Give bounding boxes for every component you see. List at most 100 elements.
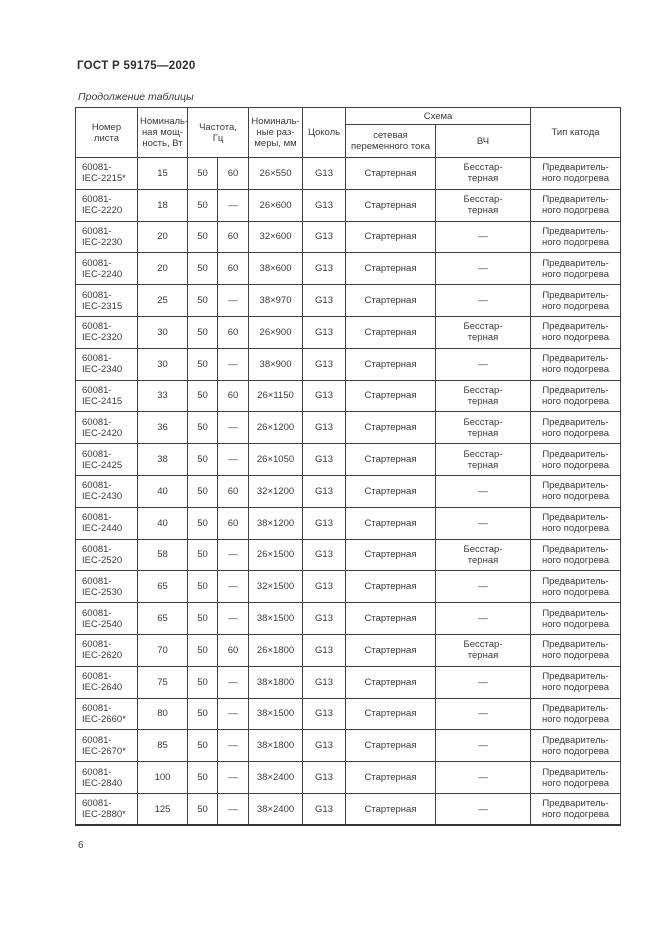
cell-cap: G13: [302, 792, 347, 826]
cell-cap: G13: [302, 474, 347, 508]
cell-scheme-hf: —: [435, 729, 532, 763]
cell-freq-50: 50: [187, 411, 218, 445]
table-row: 60081- IEC-2340 30 50—38×900 G13 Стартерная —…: [75, 347, 622, 381]
cell-sheet-number: 60081- IEC-2840: [75, 761, 138, 794]
cell-scheme-hf: Бесстар- терная: [435, 188, 532, 222]
cell-dimensions: 26×550: [248, 157, 304, 190]
table-row: 60081- IEC-2880* 125 50—38×2400 G13 Стартерн…: [75, 792, 622, 826]
cell-power: 40: [137, 506, 188, 540]
cell-freq-60: 60: [216, 379, 250, 413]
cell-freq-60: —: [216, 411, 250, 445]
cell-cap: G13: [302, 379, 347, 413]
cell-power: 38: [137, 443, 188, 476]
cell-scheme-hf: —: [435, 761, 532, 794]
cell-sheet-number: 60081- IEC-2440: [75, 506, 138, 540]
cell-cap: G13: [302, 347, 347, 381]
table-row: 60081- IEC-2425 38 50—26×1050 G13 Стартерная…: [75, 443, 622, 476]
cell-dimensions: 32×1200: [248, 474, 304, 508]
cell-sheet-number: 60081- IEC-2315: [75, 284, 138, 317]
cell-sheet-number: 60081- IEC-2240: [75, 252, 138, 286]
col-header-cap: Цоколь: [302, 107, 347, 158]
cell-freq-60: 60: [216, 157, 250, 190]
cell-cap: G13: [302, 729, 347, 763]
cell-dimensions: 38×1800: [248, 729, 304, 763]
cell-power: 33: [137, 379, 188, 413]
cell-dimensions: 38×1500: [248, 697, 304, 731]
cell-scheme-hf: —: [435, 602, 532, 635]
cell-scheme-mains: Стартерная: [345, 538, 437, 572]
cell-dimensions: 38×1200: [248, 506, 304, 540]
cell-cathode-type: Предваритель- ного подогрева: [530, 474, 622, 508]
cell-cathode-type: Предваритель- ного подогрева: [530, 284, 622, 317]
cell-cathode-type: Предваритель- ного подогрева: [530, 538, 622, 572]
col-header-sheet-number: Номер листа: [75, 107, 138, 158]
cell-cathode-type: Предваритель- ного подогрева: [530, 379, 622, 413]
cell-power: 20: [137, 220, 188, 254]
cell-dimensions: 26×1050: [248, 443, 304, 476]
cell-scheme-hf: Бесстар- терная: [435, 633, 532, 667]
cell-power: 30: [137, 315, 188, 349]
cell-cathode-type: Предваритель- ного подогрева: [530, 633, 622, 667]
cell-dimensions: 26×1500: [248, 538, 304, 572]
cell-sheet-number: 60081- IEC-2215*: [75, 157, 138, 190]
cell-scheme-mains: Стартерная: [345, 761, 437, 794]
cell-power: 58: [137, 538, 188, 572]
cell-freq-50: 50: [187, 506, 218, 540]
cell-dimensions: 38×2400: [248, 792, 304, 826]
cell-scheme-mains: Стартерная: [345, 474, 437, 508]
cell-sheet-number: 60081- IEC-2420: [75, 411, 138, 445]
cell-dimensions: 26×900: [248, 315, 304, 349]
cell-cap: G13: [302, 157, 347, 190]
cell-cap: G13: [302, 697, 347, 731]
cell-cap: G13: [302, 665, 347, 699]
cell-freq-60: —: [216, 347, 250, 381]
cell-cathode-type: Предваритель- ного подогрева: [530, 506, 622, 540]
cell-scheme-mains: Стартерная: [345, 220, 437, 254]
cell-freq-50: 50: [187, 474, 218, 508]
cell-cap: G13: [302, 761, 347, 794]
cell-scheme-hf: —: [435, 665, 532, 699]
cell-sheet-number: 60081- IEC-2230: [75, 220, 138, 254]
cell-freq-60: 60: [216, 474, 250, 508]
cell-sheet-number: 60081- IEC-2660*: [75, 697, 138, 731]
cell-cathode-type: Предваритель- ного подогрева: [530, 315, 622, 349]
cell-cathode-type: Предваритель- ного подогрева: [530, 188, 622, 222]
cell-cathode-type: Предваритель- ного подогрева: [530, 570, 622, 604]
cell-freq-50: 50: [187, 443, 218, 476]
cell-scheme-mains: Стартерная: [345, 570, 437, 604]
cell-scheme-mains: Стартерная: [345, 729, 437, 763]
cell-cap: G13: [302, 411, 347, 445]
cell-scheme-mains: Стартерная: [345, 284, 437, 317]
cell-freq-60: 60: [216, 315, 250, 349]
cell-cathode-type: Предваритель- ного подогрева: [530, 697, 622, 731]
cell-scheme-hf: —: [435, 474, 532, 508]
cell-cathode-type: Предваритель- ного подогрева: [530, 252, 622, 286]
cell-freq-60: —: [216, 538, 250, 572]
cell-dimensions: 38×1800: [248, 665, 304, 699]
cell-power: 18: [137, 188, 188, 222]
cell-scheme-mains: Стартерная: [345, 411, 437, 445]
cell-freq-50: 50: [187, 284, 218, 317]
cell-freq-50: 50: [187, 188, 218, 222]
cell-freq-50: 50: [187, 570, 218, 604]
col-header-power: Номиналь- ная мощ- ность, Вт: [137, 107, 188, 158]
cell-power: 40: [137, 474, 188, 508]
cell-scheme-mains: Стартерная: [345, 602, 437, 635]
table-row: 60081- IEC-2320 30 50 60 26×900 G13 Стартерная…: [75, 315, 622, 349]
cell-scheme-mains: Стартерная: [345, 633, 437, 667]
cell-freq-50: 50: [187, 602, 218, 635]
cell-freq-60: 60: [216, 506, 250, 540]
cell-dimensions: 38×1500: [248, 602, 304, 635]
cell-sheet-number: 60081- IEC-2620: [75, 633, 138, 667]
table-row: 60081- IEC-2520 58 50—26×1500 G13 Стартерная…: [75, 538, 622, 572]
cell-cathode-type: Предваритель- ного подогрева: [530, 792, 622, 826]
cell-cap: G13: [302, 252, 347, 286]
col-header-scheme-mains: сетевая переменного тока: [345, 124, 437, 158]
cell-freq-50: 50: [187, 252, 218, 286]
cell-freq-50: 50: [187, 220, 218, 254]
cell-freq-50: 50: [187, 697, 218, 731]
cell-freq-60: —: [216, 792, 250, 826]
cell-freq-50: 50: [187, 633, 218, 667]
cell-freq-50: 50: [187, 379, 218, 413]
cell-freq-50: 50: [187, 665, 218, 699]
